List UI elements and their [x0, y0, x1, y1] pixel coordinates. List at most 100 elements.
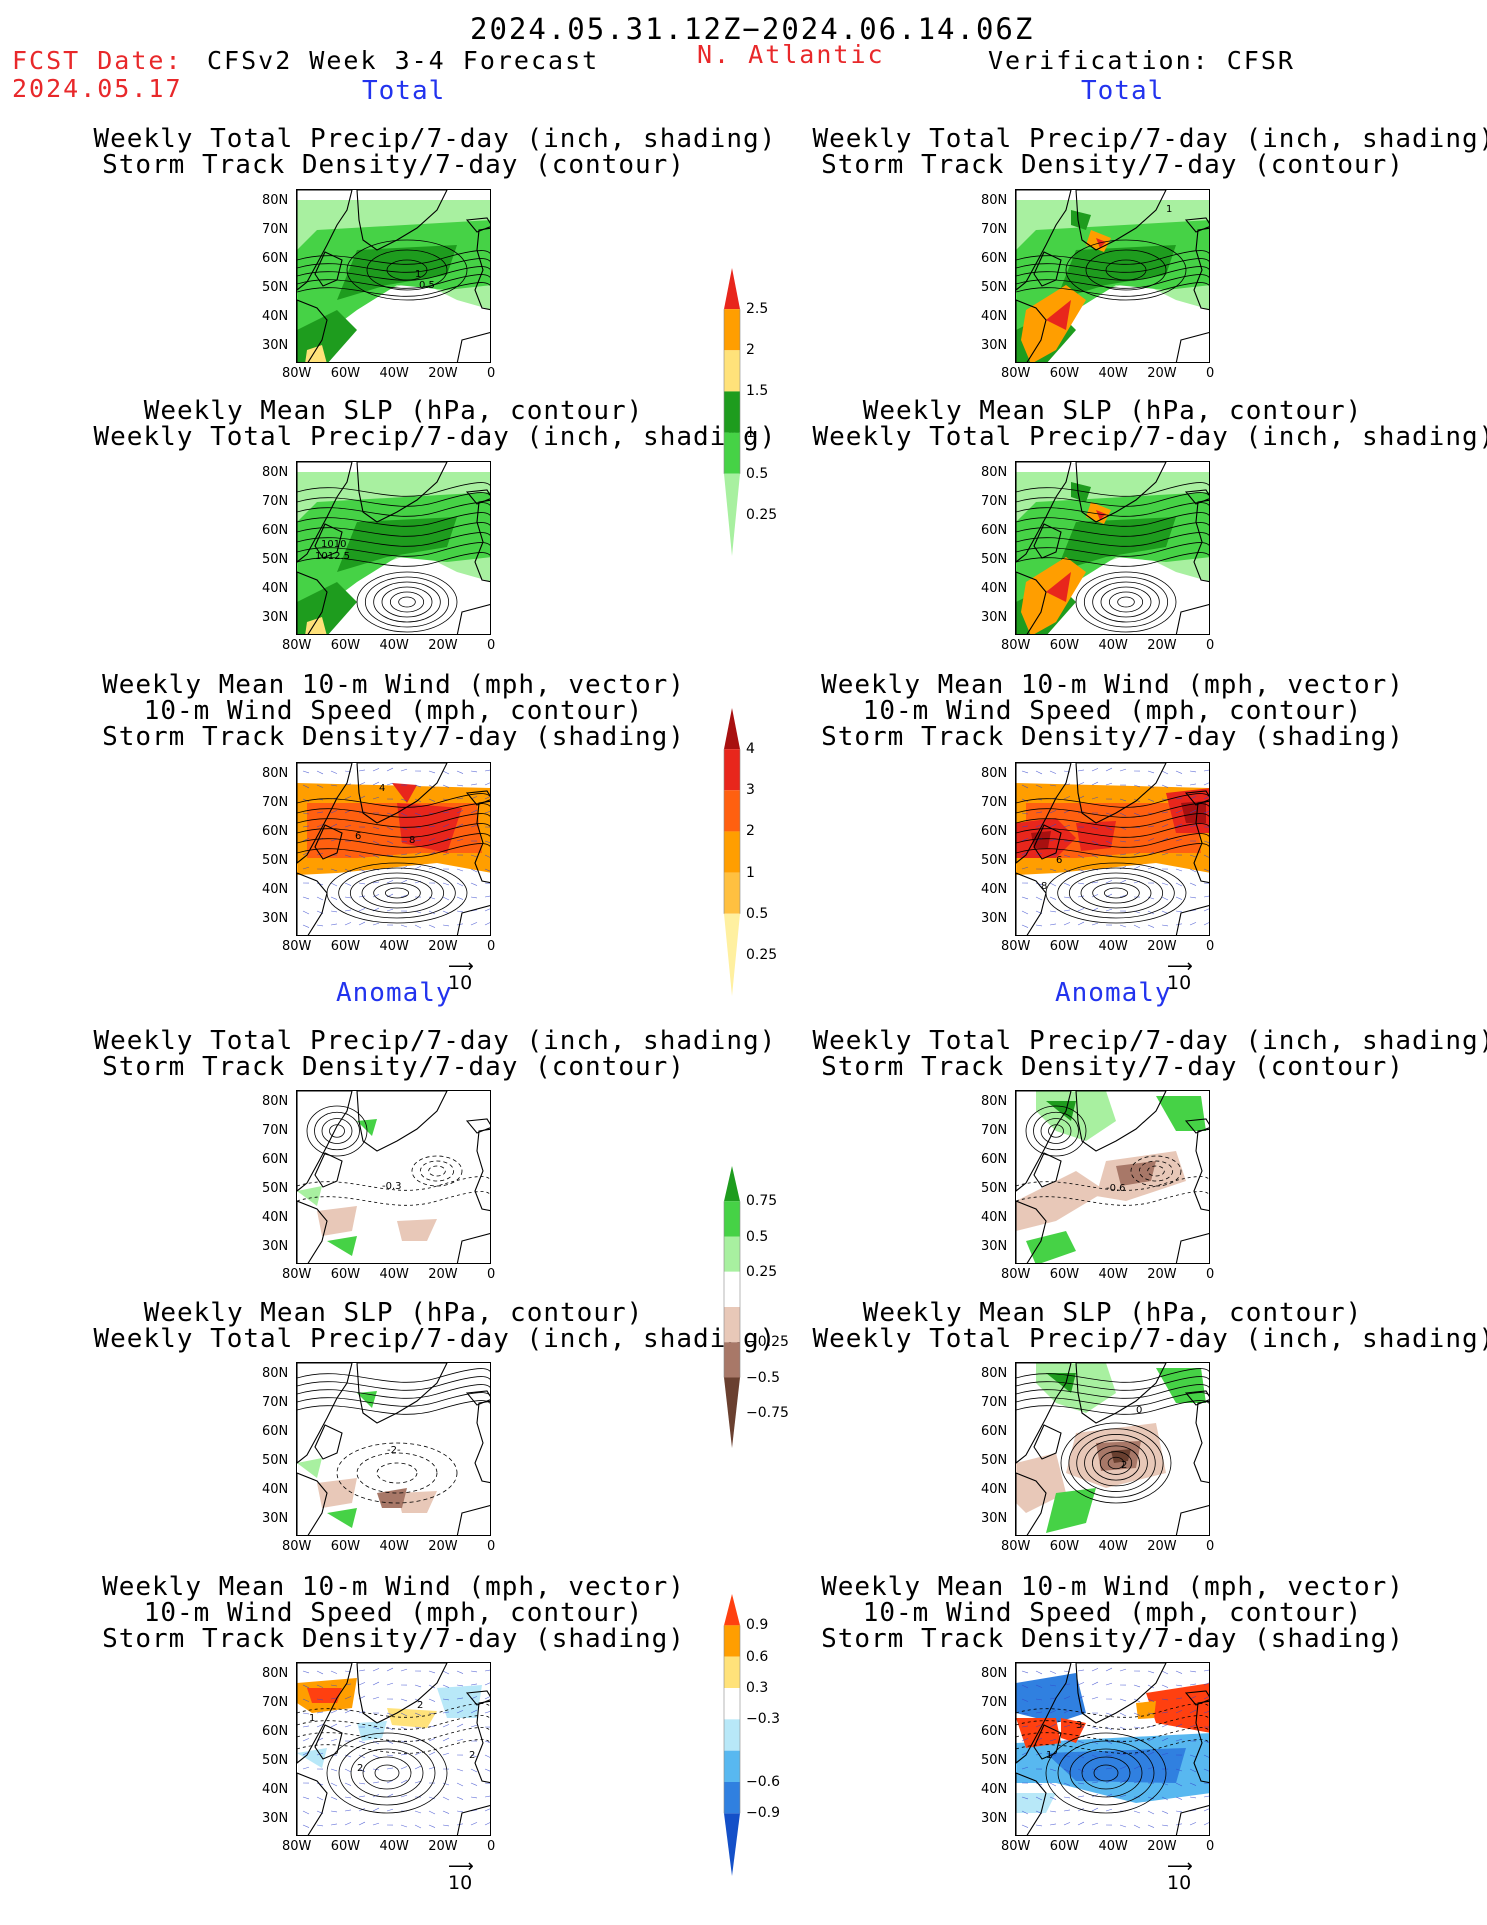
lat-tick-label: 40N [981, 309, 1008, 324]
contour-label: 2 [1121, 1460, 1127, 1471]
lon-tick-label: 60W [1049, 1267, 1080, 1282]
colorbar-label: 0.75 [746, 1193, 778, 1210]
colorbar-label: 0.3 [746, 1680, 769, 1696]
colorbar-segment [724, 309, 740, 351]
fcst-date-label: FCST Date: [12, 46, 183, 75]
colorbar-label: 0.5 [746, 905, 769, 922]
map-panel-3-right: -0.6 [1015, 1090, 1210, 1264]
lat-tick-label: 40N [981, 1782, 1008, 1797]
lat-tick-label: 30N [981, 1511, 1008, 1526]
contour-label: 1 [1166, 204, 1172, 215]
contour-label: -2- [387, 1445, 401, 1456]
lat-tick-label: 60N [981, 824, 1008, 839]
map-svg: 4 6 8 [297, 763, 490, 935]
lat-tick-label: 40N [262, 309, 289, 324]
lon-tick-label: 80W [1001, 1267, 1031, 1282]
panel-title-line-0: Weekly Total Precip/7-day (inch, shading… [812, 124, 1487, 154]
colorbar-label: 0.25 [746, 946, 778, 963]
lon-tick-label: 80W [282, 939, 312, 954]
panel-title-5-left: Weekly Mean 10-m Wind (mph, vector) 10-m … [94, 1574, 694, 1652]
lon-tick-label: 40W [379, 1539, 409, 1554]
map-svg: -0.6 [1016, 1091, 1209, 1263]
contour-label: 4 [379, 783, 385, 794]
lat-tick-label: 60N [981, 1724, 1008, 1739]
lon-tick-label: 20W [428, 1267, 458, 1282]
vector-reference-value: 10 [448, 972, 473, 994]
panel-title-line-2: Storm Track Density/7-day (shading) [821, 1624, 1404, 1654]
lon-tick-label: 60W [330, 638, 361, 653]
colorbar-segment [724, 1719, 740, 1751]
lat-tick-label: 80N [981, 1094, 1008, 1109]
colorbar-precip-total [722, 268, 742, 560]
lon-tick-label: 60W [330, 1267, 361, 1282]
lat-tick-label: 80N [981, 465, 1008, 480]
lon-tick-label: 40W [1098, 366, 1128, 381]
lon-tick-label: 0 [1206, 638, 1215, 653]
panel-title-line-2: Storm Track Density/7-day (shading) [821, 722, 1404, 752]
map-svg: 02 [1016, 1363, 1209, 1535]
lon-tick-label: 20W [428, 1539, 458, 1554]
panel-title-3-left: Weekly Total Precip/7-day (inch, shading… [93, 1026, 777, 1080]
lat-tick-label: 30N [262, 1511, 289, 1526]
colorbar-segment [724, 1271, 740, 1307]
colorbar-label: 0.5 [746, 1228, 769, 1245]
colorbar-label: 0.5 [746, 465, 769, 482]
panel-title-line-1: Weekly Total Precip/7-day (inch, shading… [93, 1324, 777, 1354]
panel-title-line-0: Weekly Total Precip/7-day (inch, shading… [93, 1026, 777, 1056]
lon-tick-label: 0 [1206, 939, 1215, 954]
lon-tick-label: 0 [487, 1839, 496, 1854]
colorbar-segment [724, 1236, 740, 1272]
lat-tick-label: 50N [981, 853, 1008, 868]
lat-tick-label: 70N [262, 1695, 289, 1710]
lat-tick-label: 50N [262, 1181, 289, 1196]
colorbar-bottom-triangle [724, 1813, 740, 1876]
panel-title-2-right: Weekly Mean 10-m Wind (mph, vector) 10-m … [813, 672, 1413, 750]
section-total-left: Total [362, 76, 446, 106]
panel-title-line-1: Storm Track Density/7-day (contour) [821, 150, 1404, 180]
contour-label: 2 [469, 1750, 475, 1761]
lat-tick-label: 40N [262, 1482, 289, 1497]
lon-tick-label: 40W [1098, 939, 1128, 954]
colorbar-segment [724, 432, 740, 474]
colorbar-label: 2.5 [746, 301, 769, 318]
lat-tick-label: 60N [981, 1152, 1008, 1167]
lat-tick-label: 30N [262, 610, 289, 625]
lat-tick-label: 60N [262, 1724, 289, 1739]
lat-tick-label: 50N [981, 552, 1008, 567]
lon-tick-label: 40W [379, 638, 409, 653]
lat-tick-label: 60N [981, 251, 1008, 266]
contour-label: 8 [409, 835, 415, 846]
panel-title-4-right: Weekly Mean SLP (hPa, contour) Weekly Tot… [813, 1300, 1487, 1352]
panel-title-line-0: Weekly Mean 10-m Wind (mph, vector) [102, 1572, 685, 1602]
vector-arrow-icon: ⟶ [448, 956, 474, 977]
map-panel-0-left: 1 0.5 [296, 189, 491, 363]
map-svg [1016, 462, 1209, 634]
map-panel-5-left: 2 1 2 2 [296, 1662, 491, 1836]
lat-tick-label: 60N [981, 523, 1008, 538]
lon-tick-label: 60W [1049, 366, 1080, 381]
contour-label: 1012.5 [315, 551, 350, 562]
lat-tick-label: 30N [981, 610, 1008, 625]
lon-tick-label: 40W [1098, 1539, 1128, 1554]
panel-title-line-1: 10-m Wind Speed (mph, contour) [862, 696, 1363, 726]
map-panel-2-left: 4 6 8 [296, 762, 491, 936]
map-svg: -0.3 [297, 1091, 490, 1263]
lon-tick-label: 40W [1098, 1839, 1128, 1854]
lat-tick-label: 60N [262, 523, 289, 538]
map-panel-3-left: -0.3 [296, 1090, 491, 1264]
lat-tick-label: 40N [262, 882, 289, 897]
panel-title-line-1: Weekly Total Precip/7-day (inch, shading… [93, 422, 777, 452]
contour-label: 1 [309, 1713, 315, 1724]
lat-tick-label: 30N [262, 338, 289, 353]
colorbar-label: 0.6 [746, 1648, 769, 1665]
contour-label: -0.6 [1106, 1183, 1126, 1194]
lon-tick-label: 20W [428, 939, 458, 954]
lon-tick-label: 0 [1206, 1267, 1215, 1282]
lat-tick-label: 80N [981, 766, 1008, 781]
panel-title-2-left: Weekly Mean 10-m Wind (mph, vector) 10-m … [94, 672, 694, 750]
panel-title-line-1: 10-m Wind Speed (mph, contour) [143, 1598, 644, 1628]
lat-tick-label: 50N [262, 1753, 289, 1768]
lat-tick-label: 80N [262, 1094, 289, 1109]
lat-tick-label: 80N [262, 193, 289, 208]
